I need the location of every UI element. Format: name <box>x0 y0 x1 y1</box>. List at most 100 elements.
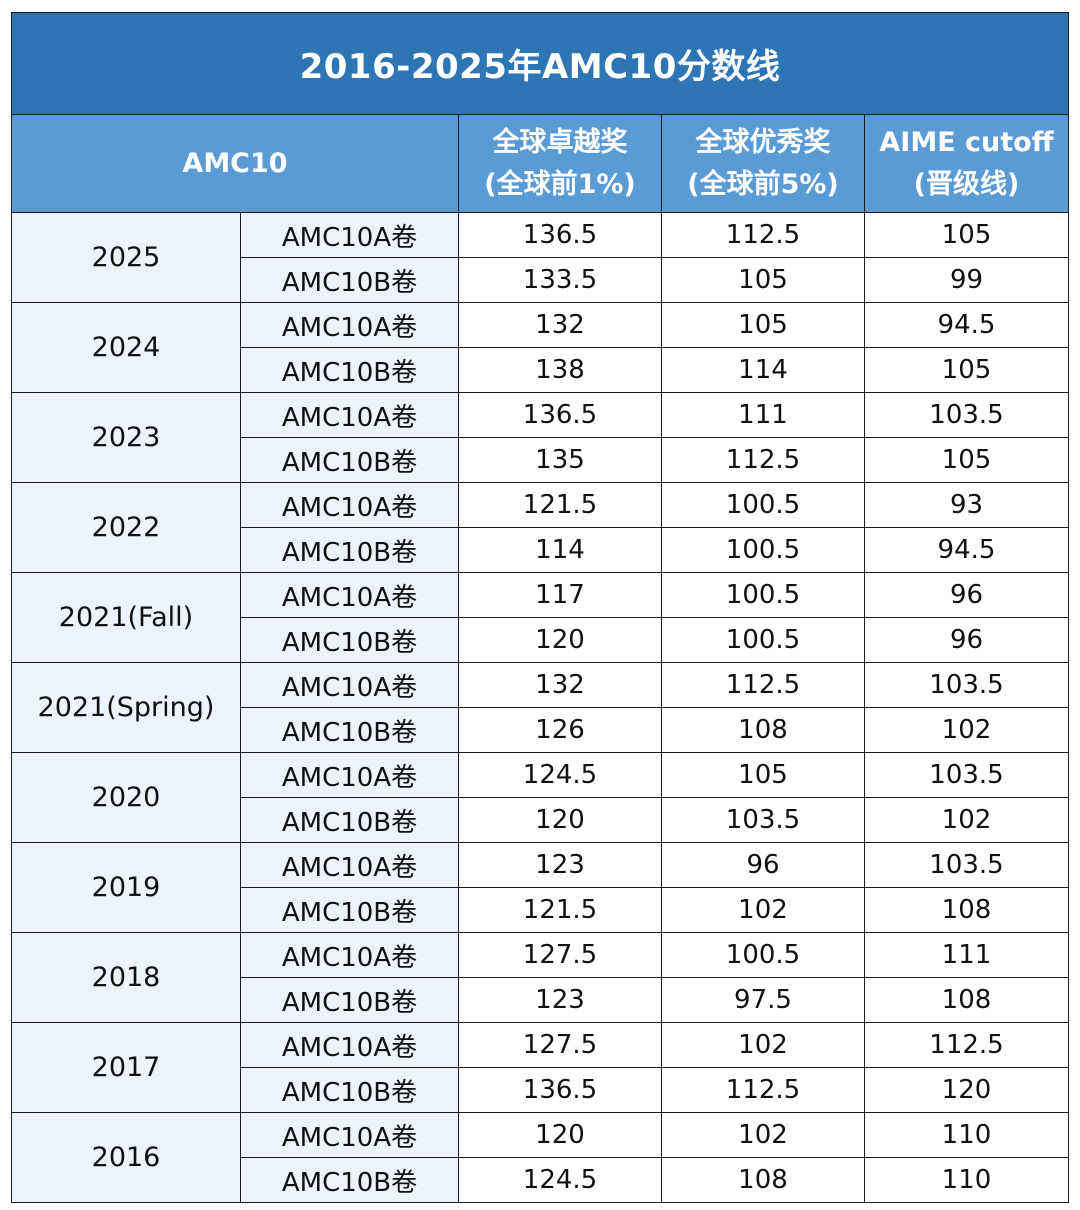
top5-score-cell: 108 <box>661 707 865 753</box>
paper-cell: AMC10B卷 <box>240 437 459 483</box>
table-row: AMC10B卷 120 103.5 102 <box>12 797 1069 843</box>
top5-score-cell: 114 <box>661 347 865 393</box>
top1-score-cell: 124.5 <box>458 1157 662 1203</box>
table-row: AMC10B卷 135 112.5 105 <box>12 437 1069 483</box>
header-top5-line2: (全球前5%) <box>687 168 839 200</box>
top5-score-cell: 97.5 <box>661 977 865 1023</box>
top1-score-cell: 132 <box>458 662 662 708</box>
top5-score-cell: 105 <box>661 752 865 798</box>
year-cell: 2024 <box>11 302 241 393</box>
table-row: AMC10B卷 126 108 102 <box>12 707 1069 753</box>
paper-cell: AMC10A卷 <box>240 752 459 798</box>
cutoff-table: 2016-2025年AMC10分数线 AMC10 全球卓越奖 (全球前1%) 全… <box>11 12 1069 1203</box>
table-row: 2022 AMC10A卷 121.5 100.5 93 <box>11 482 1069 573</box>
year-cell: 2021(Spring) <box>11 662 241 753</box>
paper-cell: AMC10A卷 <box>240 482 459 528</box>
top5-score-cell: 100.5 <box>661 572 865 618</box>
top1-score-cell: 136.5 <box>458 392 662 438</box>
top5-score-cell: 100.5 <box>661 527 865 573</box>
top1-score-cell: 120 <box>458 1112 662 1158</box>
paper-cell: AMC10A卷 <box>240 932 459 978</box>
aime-cutoff-cell: 103.5 <box>864 752 1069 798</box>
top5-score-cell: 100.5 <box>661 617 865 663</box>
top1-score-cell: 124.5 <box>458 752 662 798</box>
aime-cutoff-cell: 103.5 <box>864 842 1069 888</box>
aime-cutoff-cell: 105 <box>864 347 1069 393</box>
aime-cutoff-cell: 112.5 <box>864 1022 1069 1068</box>
top1-score-cell: 136.5 <box>458 212 662 258</box>
paper-cell: AMC10B卷 <box>240 1157 459 1203</box>
aime-cutoff-cell: 96 <box>864 572 1069 618</box>
top5-score-cell: 100.5 <box>661 482 865 528</box>
top1-score-cell: 133.5 <box>458 257 662 303</box>
header-aime: AIME cutoff (晋级线) <box>864 114 1069 213</box>
paper-cell: AMC10B卷 <box>240 797 459 843</box>
top5-score-cell: 108 <box>661 1157 865 1203</box>
top1-score-cell: 132 <box>458 302 662 348</box>
paper-cell: AMC10A卷 <box>240 1112 459 1158</box>
paper-cell: AMC10A卷 <box>240 842 459 888</box>
table-row: 2019 AMC10A卷 123 96 103.5 <box>11 842 1069 933</box>
top5-score-cell: 112.5 <box>661 437 865 483</box>
header-top1-line2: (全球前1%) <box>484 168 636 200</box>
aime-cutoff-cell: 102 <box>864 707 1069 753</box>
aime-cutoff-cell: 111 <box>864 932 1069 978</box>
top5-score-cell: 102 <box>661 887 865 933</box>
top5-score-cell: 103.5 <box>661 797 865 843</box>
top1-score-cell: 120 <box>458 797 662 843</box>
aime-cutoff-cell: 108 <box>864 887 1069 933</box>
aime-cutoff-cell: 108 <box>864 977 1069 1023</box>
table-row: 2018 AMC10A卷 127.5 100.5 111 <box>11 932 1069 1023</box>
year-cell: 2021(Fall) <box>11 572 241 663</box>
table-row: AMC10B卷 124.5 108 110 <box>12 1157 1069 1203</box>
paper-cell: AMC10A卷 <box>240 392 459 438</box>
aime-cutoff-cell: 93 <box>864 482 1069 528</box>
aime-cutoff-cell: 99 <box>864 257 1069 303</box>
year-cell: 2016 <box>11 1112 241 1203</box>
header-top5: 全球优秀奖 (全球前5%) <box>661 114 865 213</box>
header-aime-line2: (晋级线) <box>913 168 1020 200</box>
header-row: AMC10 全球卓越奖 (全球前1%) 全球优秀奖 (全球前5%) AIME c… <box>11 114 1069 213</box>
top5-score-cell: 96 <box>661 842 865 888</box>
top5-score-cell: 100.5 <box>661 932 865 978</box>
top1-score-cell: 126 <box>458 707 662 753</box>
paper-cell: AMC10B卷 <box>240 1067 459 1113</box>
table-row: 2020 AMC10A卷 124.5 105 103.5 <box>11 752 1069 843</box>
table-row: 2023 AMC10A卷 136.5 111 103.5 <box>11 392 1069 483</box>
table-row: 2021(Spring) AMC10A卷 132 112.5 103.5 <box>11 662 1069 753</box>
year-cell: 2023 <box>11 392 241 483</box>
aime-cutoff-cell: 94.5 <box>864 527 1069 573</box>
top5-score-cell: 112.5 <box>661 662 865 708</box>
year-cell: 2022 <box>11 482 241 573</box>
table-row: AMC10B卷 138 114 105 <box>12 347 1069 393</box>
table-row: AMC10B卷 136.5 112.5 120 <box>12 1067 1069 1113</box>
top5-score-cell: 102 <box>661 1112 865 1158</box>
table-row: 2025 AMC10A卷 136.5 112.5 105 <box>11 212 1069 303</box>
top1-score-cell: 136.5 <box>458 1067 662 1113</box>
aime-cutoff-cell: 110 <box>864 1112 1069 1158</box>
top1-score-cell: 123 <box>458 842 662 888</box>
table-row: 2017 AMC10A卷 127.5 102 112.5 <box>11 1022 1069 1113</box>
top1-score-cell: 117 <box>458 572 662 618</box>
aime-cutoff-cell: 103.5 <box>864 662 1069 708</box>
header-aime-line1: AIME cutoff <box>879 126 1054 158</box>
aime-cutoff-cell: 96 <box>864 617 1069 663</box>
paper-cell: AMC10A卷 <box>240 662 459 708</box>
top1-score-cell: 121.5 <box>458 482 662 528</box>
paper-cell: AMC10B卷 <box>240 707 459 753</box>
top1-score-cell: 114 <box>458 527 662 573</box>
table-row: AMC10B卷 120 100.5 96 <box>12 617 1069 663</box>
paper-cell: AMC10B卷 <box>240 617 459 663</box>
top5-score-cell: 105 <box>661 257 865 303</box>
table-row: 2021(Fall) AMC10A卷 117 100.5 96 <box>11 572 1069 663</box>
paper-cell: AMC10B卷 <box>240 887 459 933</box>
paper-cell: AMC10A卷 <box>240 302 459 348</box>
paper-cell: AMC10A卷 <box>240 572 459 618</box>
aime-cutoff-cell: 110 <box>864 1157 1069 1203</box>
aime-cutoff-cell: 105 <box>864 437 1069 483</box>
year-cell: 2018 <box>11 932 241 1023</box>
header-top5-line1: 全球优秀奖 <box>695 126 831 158</box>
aime-cutoff-cell: 102 <box>864 797 1069 843</box>
title-row: 2016-2025年AMC10分数线 <box>11 12 1069 115</box>
top1-score-cell: 123 <box>458 977 662 1023</box>
